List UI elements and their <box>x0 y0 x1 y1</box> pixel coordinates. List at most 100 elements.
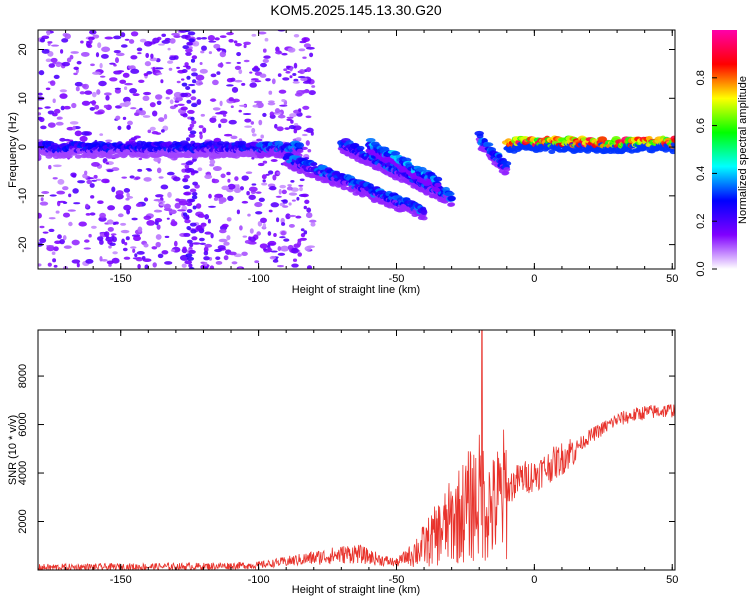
tick-label: 0.8 <box>695 70 707 85</box>
heatmap-cell <box>261 182 268 186</box>
heatmap-cell <box>115 52 125 57</box>
heatmap-cell <box>123 188 131 193</box>
heatmap-cell <box>298 48 306 52</box>
heatmap-cell <box>189 188 197 193</box>
heatmap-cell <box>502 170 510 175</box>
heatmap-cell <box>190 171 195 176</box>
heatmap-cell <box>95 178 102 181</box>
heatmap-cell <box>186 202 193 207</box>
heatmap-cell <box>306 207 312 213</box>
heatmap-cell <box>85 259 94 264</box>
heatmap-cell <box>288 214 297 218</box>
heatmap-cell <box>187 109 195 114</box>
tick-label: 2000 <box>17 509 29 533</box>
heatmap-cell <box>260 62 267 68</box>
heatmap-cell <box>167 191 172 198</box>
heatmap-cell <box>175 198 181 202</box>
heatmap-cell <box>265 78 271 82</box>
heatmap-cell <box>143 72 149 77</box>
heatmap-cell <box>219 35 227 39</box>
heatmap-cell <box>291 199 296 202</box>
heatmap-cell <box>215 261 223 265</box>
heatmap-cell <box>161 250 169 255</box>
heatmap-cell <box>186 41 193 46</box>
heatmap-cell <box>254 202 263 208</box>
heatmap-cell <box>190 229 197 234</box>
heatmap-cell <box>56 190 66 195</box>
heatmap-cell <box>219 228 227 234</box>
heatmap-cell <box>152 262 157 268</box>
heatmap-cell <box>221 223 229 228</box>
heatmap-cell <box>114 221 119 225</box>
spectrogram-ylabel: Frequency (Hz) <box>7 112 19 188</box>
heatmap-cell <box>188 249 196 254</box>
heatmap-cell <box>297 252 302 257</box>
heatmap-cell <box>74 130 82 137</box>
heatmap-cell <box>200 50 205 54</box>
heatmap-cell <box>203 256 210 261</box>
heatmap-cell <box>133 235 141 242</box>
heatmap-cell <box>310 222 316 227</box>
heatmap-cell <box>142 95 150 102</box>
heatmap-cell <box>190 116 195 121</box>
heatmap-cell <box>143 243 149 248</box>
heatmap-cell <box>185 86 191 90</box>
heatmap-cell <box>209 117 217 123</box>
heatmap-cell <box>59 93 68 99</box>
heatmap-cell <box>122 72 130 78</box>
heatmap-cell <box>81 100 91 106</box>
heatmap-cell <box>191 191 198 196</box>
heatmap-cell <box>39 201 49 206</box>
heatmap-cell <box>264 37 269 42</box>
heatmap-cell <box>244 125 253 128</box>
heatmap-cell <box>169 38 176 44</box>
heatmap-cell <box>160 184 169 190</box>
tick-label: 6000 <box>17 412 29 436</box>
heatmap-cell <box>262 58 269 64</box>
heatmap-cell <box>219 51 226 58</box>
heatmap-cell <box>155 234 162 240</box>
heatmap-cell <box>113 64 117 67</box>
heatmap-cell <box>277 246 282 252</box>
heatmap-cell <box>270 159 278 162</box>
heatmap-cell <box>244 240 252 244</box>
heatmap-cell <box>433 176 443 182</box>
heatmap-cell <box>253 100 263 104</box>
heatmap-cell <box>167 60 174 64</box>
heatmap-cell <box>301 133 308 137</box>
heatmap-cell <box>275 46 280 52</box>
heatmap-cell <box>217 141 225 146</box>
heatmap-cell <box>241 175 249 181</box>
heatmap-cell <box>253 65 259 70</box>
heatmap-cell <box>143 91 152 96</box>
heatmap-cell <box>267 240 277 246</box>
heatmap-cell <box>272 259 279 263</box>
heatmap-cell <box>217 245 226 250</box>
heatmap-cell <box>267 247 272 253</box>
heatmap-cell <box>120 44 128 48</box>
heatmap-cell <box>176 66 181 69</box>
heatmap-cell <box>110 233 117 236</box>
heatmap-cell <box>38 92 43 96</box>
heatmap-cell <box>55 210 60 214</box>
heatmap-cell <box>218 196 227 203</box>
heatmap-cell <box>215 112 223 115</box>
heatmap-cell <box>89 183 95 188</box>
heatmap-cell <box>48 228 55 233</box>
heatmap-cell <box>45 58 52 63</box>
heatmap-cell <box>159 203 166 206</box>
heatmap-cell <box>199 61 203 66</box>
heatmap-cell <box>50 57 58 63</box>
tick-label: 50 <box>666 574 678 586</box>
heatmap-cell <box>74 154 82 159</box>
heatmap-cell <box>298 108 302 112</box>
heatmap-cell <box>52 177 58 180</box>
heatmap-cell <box>74 81 83 87</box>
heatmap-cell <box>149 102 156 108</box>
heatmap-cell <box>191 67 197 72</box>
heatmap-cell <box>192 40 200 47</box>
tick-label: 0 <box>531 273 537 285</box>
heatmap-cell <box>164 235 170 239</box>
